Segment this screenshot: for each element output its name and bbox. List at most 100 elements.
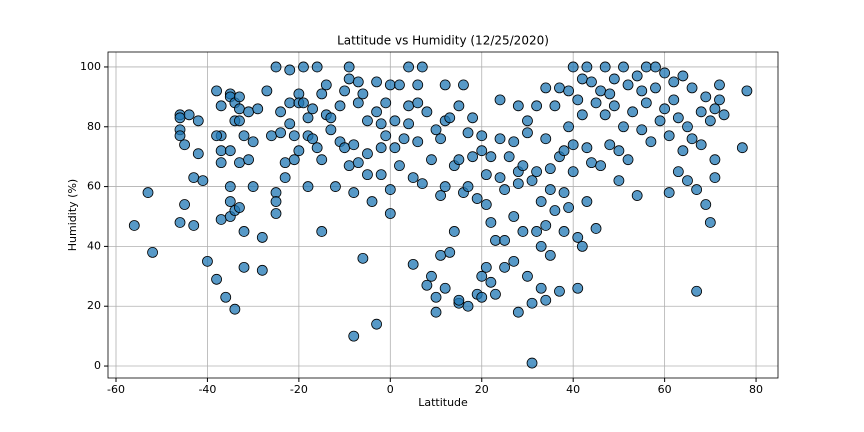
point <box>576 73 588 85</box>
point <box>650 61 661 73</box>
point <box>435 249 446 261</box>
point <box>330 181 341 192</box>
point <box>659 103 671 115</box>
point <box>512 306 524 318</box>
point <box>183 109 195 121</box>
point <box>412 79 424 91</box>
point <box>430 124 442 136</box>
point <box>416 178 428 189</box>
point <box>380 97 392 109</box>
point <box>215 100 227 112</box>
y-tick-label: 20 <box>87 299 101 312</box>
point <box>439 181 451 192</box>
point <box>604 88 616 100</box>
point <box>672 166 684 178</box>
point <box>384 79 396 91</box>
point <box>348 139 360 151</box>
point <box>215 157 227 169</box>
point <box>476 270 488 282</box>
point <box>682 175 693 187</box>
point <box>695 139 707 151</box>
point <box>599 109 611 121</box>
point <box>380 130 392 142</box>
point <box>517 226 529 237</box>
point <box>247 181 259 192</box>
point <box>590 223 602 234</box>
point <box>677 145 689 157</box>
point <box>549 205 561 216</box>
point <box>430 291 442 303</box>
point <box>682 121 693 133</box>
y-tick-label: 100 <box>80 60 101 73</box>
point <box>618 61 629 73</box>
point <box>352 76 364 88</box>
point <box>567 166 579 178</box>
point <box>279 157 291 169</box>
point <box>384 184 396 195</box>
point <box>394 79 405 91</box>
point <box>535 241 547 252</box>
point <box>444 246 456 258</box>
point <box>234 103 245 115</box>
y-tick-label: 80 <box>87 120 101 133</box>
point <box>714 94 725 106</box>
point <box>618 121 629 133</box>
point <box>714 79 725 91</box>
point <box>430 306 442 318</box>
point <box>718 109 730 121</box>
point <box>476 291 488 303</box>
point <box>352 97 364 109</box>
x-tick-label: -60 <box>107 383 125 396</box>
point <box>668 76 680 88</box>
point <box>234 91 245 103</box>
point <box>686 133 698 145</box>
point <box>426 154 437 166</box>
point <box>480 199 492 210</box>
point <box>572 282 584 294</box>
point <box>672 112 684 124</box>
point <box>490 288 501 300</box>
point <box>581 196 593 207</box>
x-tick-label: 0 <box>387 383 394 396</box>
point <box>544 184 556 195</box>
point <box>471 193 483 204</box>
y-axis-label: Humidity (%) <box>66 179 79 251</box>
point <box>599 61 611 73</box>
point <box>659 67 671 79</box>
point <box>211 273 222 285</box>
point <box>695 106 707 118</box>
point <box>485 276 497 288</box>
point <box>339 142 350 154</box>
point <box>371 106 382 118</box>
point <box>234 157 245 169</box>
point <box>686 82 698 94</box>
point <box>270 196 282 207</box>
point <box>586 76 597 88</box>
point <box>142 187 154 198</box>
point <box>128 220 140 231</box>
point <box>348 187 360 198</box>
point <box>494 94 506 106</box>
point <box>736 142 748 154</box>
point <box>243 106 254 118</box>
x-tick-label: 40 <box>566 383 580 396</box>
point <box>613 175 625 187</box>
point <box>590 97 602 109</box>
point <box>320 79 332 91</box>
point <box>266 130 277 142</box>
point <box>270 61 282 73</box>
point <box>224 196 236 207</box>
point <box>544 163 556 175</box>
point <box>375 142 387 154</box>
point <box>444 112 456 124</box>
point <box>677 70 689 82</box>
point <box>407 172 419 184</box>
point <box>247 136 259 148</box>
point <box>238 130 250 142</box>
point <box>224 145 236 157</box>
point <box>563 121 575 133</box>
point <box>334 100 346 112</box>
point <box>480 169 492 181</box>
point <box>343 73 355 85</box>
point <box>316 154 328 166</box>
